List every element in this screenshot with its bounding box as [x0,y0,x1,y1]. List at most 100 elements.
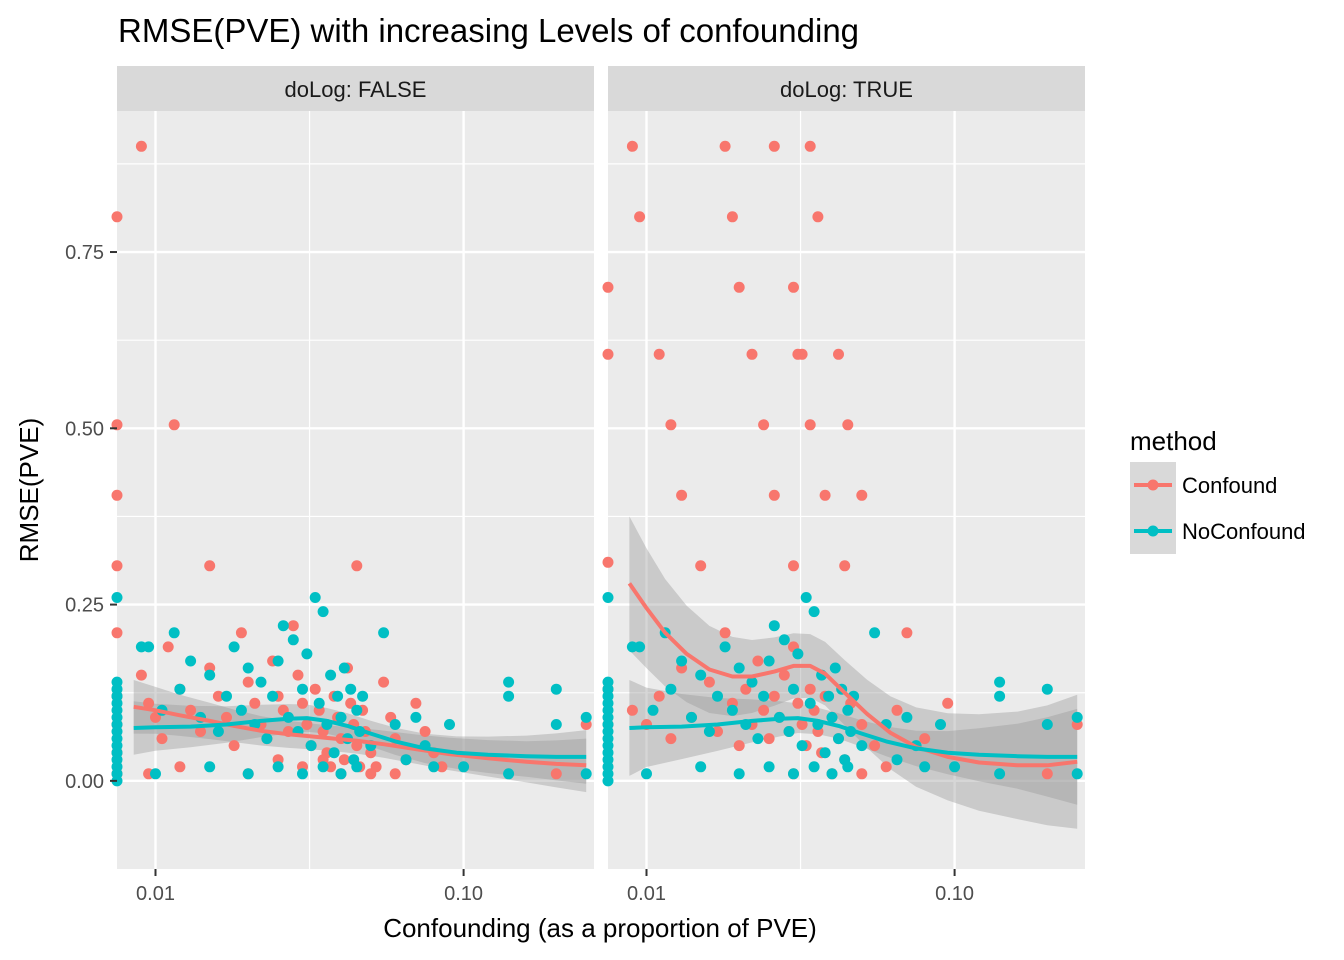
data-point-noconfound [305,740,317,752]
data-point-confound [726,211,738,223]
data-point-noconfound [808,606,820,618]
data-point-confound [135,669,147,681]
data-point-confound [788,281,799,293]
data-point-confound [309,683,321,695]
gridlines-false [117,111,594,869]
data-point-noconfound [335,711,347,723]
data-point-confound [235,627,247,639]
data-point-noconfound [204,761,216,773]
data-point-confound [788,560,799,572]
data-point-noconfound [325,669,337,681]
data-point-confound [378,676,390,688]
data-point-confound [695,560,707,572]
data-point-noconfound [503,768,515,780]
data-point-noconfound [733,662,745,674]
data-point-noconfound [792,648,804,660]
data-point-noconfound [580,711,592,723]
data-point-confound [228,740,240,752]
data-point-noconfound [763,655,775,667]
data-point-confound [812,211,824,223]
data-point-noconfound [778,634,790,646]
data-point-confound [221,711,232,723]
data-point-confound [719,140,731,152]
data-point-noconfound [826,711,838,723]
facet-strip-label-true: doLog: TRUE [780,77,913,102]
data-point-confound [768,489,780,501]
data-point-noconfound [174,683,186,695]
data-point-noconfound [389,719,401,730]
data-point-confound [389,768,401,780]
data-point-noconfound [297,683,308,695]
data-point-noconfound [686,711,697,723]
data-point-confound [842,419,854,431]
data-point-noconfound [332,690,344,702]
points-false [111,140,592,787]
smooth-lines-true [627,582,1078,768]
x-axis: 0.01 0.10 0.01 0.10 [136,869,974,905]
data-point-noconfound [712,690,723,702]
data-point-confound [819,489,831,501]
data-point-noconfound [111,592,123,603]
data-point-confound [634,211,646,223]
data-point-noconfound [221,690,232,702]
data-point-noconfound [804,697,816,709]
smooth-lines-false [133,704,587,768]
y-tick-label: 0.75 [65,242,104,264]
data-point-noconfound [287,634,299,646]
chart-title: RMSE(PVE) with increasing Levels of conf… [118,12,859,49]
data-point-noconfound [242,768,254,780]
gridlines-true [608,111,1085,869]
data-point-noconfound [758,690,770,702]
data-point-noconfound [261,733,273,745]
smooth-line-noconfound [133,716,587,759]
data-point-confound [733,281,745,293]
data-point-noconfound [204,669,216,681]
data-point-noconfound [602,592,614,603]
data-point-noconfound [335,768,347,780]
smooth-band-confound [629,516,1078,829]
data-point-confound [626,140,638,152]
data-point-noconfound [994,676,1006,688]
data-point-confound [150,711,161,723]
data-point-noconfound [647,704,659,716]
data-point-confound [719,627,731,639]
data-point-noconfound [788,768,799,780]
data-point-confound [365,768,377,780]
data-point-noconfound [272,655,284,667]
data-point-confound [856,768,868,780]
data-point-noconfound [703,726,715,737]
data-point-noconfound [819,747,831,759]
data-point-noconfound [641,768,652,780]
data-point-noconfound [994,768,1006,780]
data-point-confound [292,669,304,681]
facet-panel-false: doLog: FALSE [111,66,594,869]
data-point-confound [338,754,350,766]
x-axis-title: Confounding (as a proportion of PVE) [383,913,817,943]
data-point-confound [111,627,123,639]
facet-strip-label-false: doLog: FALSE [285,77,427,102]
data-point-confound [653,348,665,360]
legend-title: method [1130,426,1217,456]
data-point-confound [919,733,931,745]
data-point-confound [796,348,808,360]
data-point-noconfound [351,704,363,716]
data-point-confound [712,726,723,737]
data-point-noconfound [550,683,562,695]
data-point-confound [880,761,892,773]
data-point-noconfound [143,641,155,653]
data-point-noconfound [842,704,854,716]
data-point-noconfound [823,690,835,702]
legend-item-confound: Confound [1130,462,1277,508]
x-tick-label: 0.01 [627,883,666,905]
data-point-noconfound [788,683,799,695]
data-point-noconfound [746,676,758,688]
legend-label-noconfound: NoConfound [1182,519,1306,544]
data-point-noconfound [428,761,440,773]
data-point-confound [156,733,168,745]
data-point-noconfound [768,620,780,632]
data-point-noconfound [826,768,838,780]
data-point-confound [135,140,147,152]
data-point-noconfound [829,662,841,674]
data-point-noconfound [719,641,731,653]
legend-point-confound [1147,479,1159,491]
